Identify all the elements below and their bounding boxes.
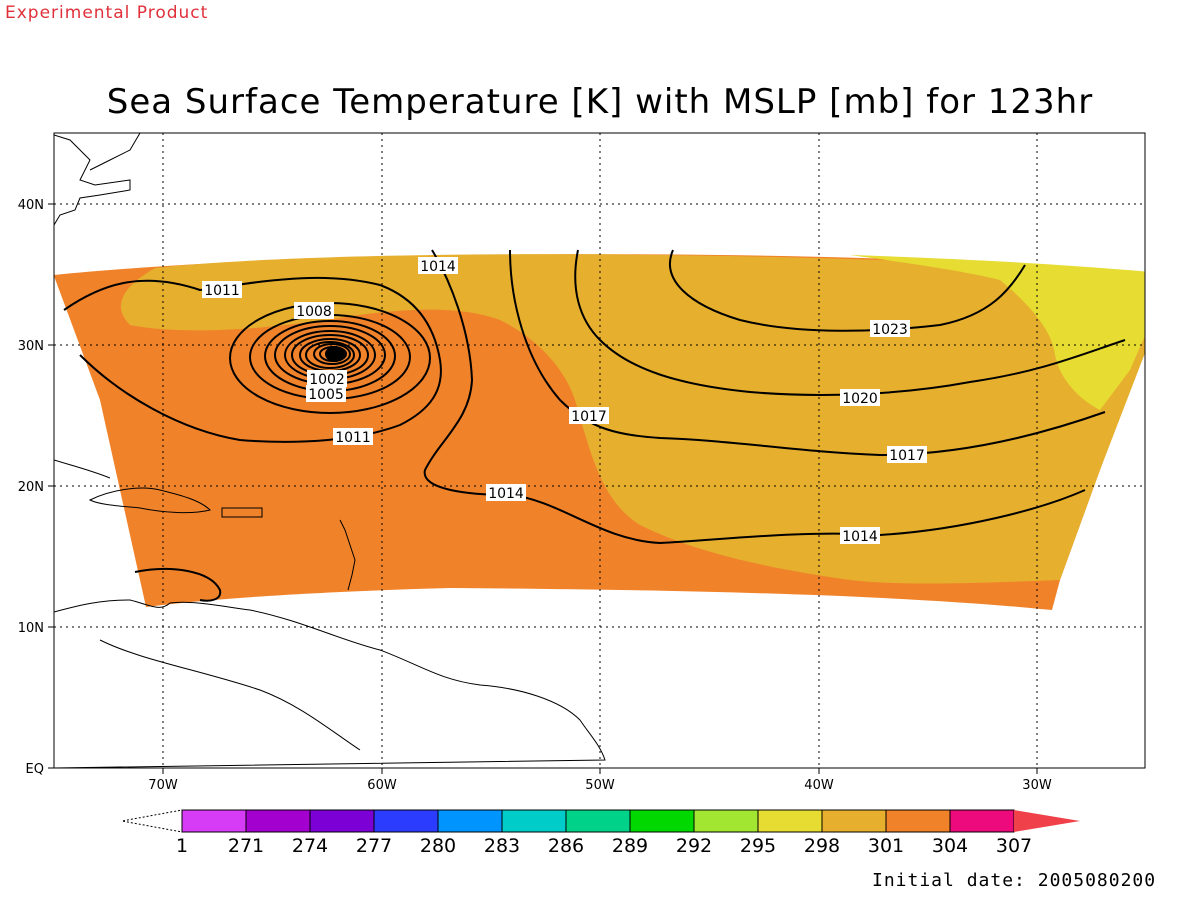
isobar-label: 1020 — [840, 389, 880, 407]
coastline-new-england — [89, 133, 141, 171]
colorbar — [121, 809, 1080, 833]
lon-tick-label: 40W — [804, 778, 834, 793]
lat-tick-label: 20N — [18, 480, 44, 495]
lon-tick-label: 60W — [367, 778, 397, 793]
colorbar-tick-label: 280 — [420, 835, 456, 857]
coastline-cuba — [54, 459, 111, 479]
colorbar-swatch — [821, 809, 887, 833]
coastline-puerto-rico — [221, 507, 263, 518]
initial-date: Initial date: 2005080200 — [872, 870, 1156, 891]
coastline-north-america — [54, 134, 131, 226]
svg-text:1014: 1014 — [488, 486, 524, 502]
isobar-label-low: 1002 — [307, 370, 347, 388]
lon-tick-label: 30W — [1022, 778, 1052, 793]
lat-tick-label: 30N — [18, 339, 44, 354]
colorbar-swatch — [885, 809, 951, 833]
lat-tick-label: 10N — [18, 621, 44, 636]
svg-text:1011: 1011 — [204, 283, 240, 299]
lat-tick-label: EQ — [26, 762, 44, 777]
isobar-label: 1017 — [887, 446, 927, 464]
colorbar-tick-label: 283 — [484, 835, 520, 857]
isobar-1014-southwest — [134, 568, 222, 602]
svg-text:1008: 1008 — [296, 304, 332, 320]
colorbar-swatch — [693, 809, 759, 833]
isobar-label: 1014 — [418, 257, 458, 275]
colorbar-tick-label: 289 — [612, 835, 648, 857]
colorbar-swatch — [501, 809, 567, 833]
colorbar-right-arrow — [1014, 810, 1080, 832]
initial-date-value: 2005080200 — [1037, 870, 1157, 891]
lat-tick-label: 40N — [18, 198, 44, 213]
svg-text:1023: 1023 — [872, 322, 908, 338]
colorbar-tick-label: 307 — [996, 835, 1032, 857]
colorbar-swatch — [373, 809, 439, 833]
isobar-1017 — [509, 249, 1106, 457]
isobar-1014 — [423, 249, 1086, 545]
coastlines — [54, 133, 606, 768]
svg-text:1020: 1020 — [842, 391, 878, 407]
colorbar-left-arrow — [121, 809, 183, 833]
colorbar-swatch — [757, 809, 823, 833]
svg-text:1014: 1014 — [842, 529, 878, 545]
colorbar-tick-label: 295 — [740, 835, 776, 857]
coastline-venezuela-inland — [99, 639, 361, 751]
coastline-south-america — [54, 599, 606, 768]
colorbar-tick-label: 277 — [356, 835, 392, 857]
isobar-label: 1008 — [294, 302, 334, 320]
initial-date-label: Initial date: — [872, 870, 1026, 891]
colorbar-tick-label: 286 — [548, 835, 584, 857]
colorbar-tick-label: 271 — [228, 835, 264, 857]
colorbar-swatch — [309, 809, 375, 833]
svg-text:1017: 1017 — [889, 448, 925, 464]
colorbar-tick-label: 274 — [292, 835, 328, 857]
axis-ticks — [48, 203, 1038, 774]
isobar-label: 1014 — [840, 527, 880, 545]
coastline-hispaniola — [88, 487, 211, 514]
colorbar-swatch — [565, 809, 631, 833]
svg-text:1011: 1011 — [335, 430, 371, 446]
map-plot-area: 1011 1008 1014 1023 1005 1017 1020 1011 … — [54, 133, 1145, 768]
sst-region-cool — [850, 255, 1145, 410]
colorbar-tick-labels: 1 271 274 277 280 283 286 289 292 295 298 301 304 307 — [176, 835, 1032, 857]
colorbar-swatch — [629, 809, 695, 833]
svg-text:1017: 1017 — [571, 409, 607, 425]
svg-text:1002: 1002 — [309, 372, 345, 388]
isobar-label: 1023 — [870, 320, 910, 338]
lon-tick-label: 50W — [585, 778, 615, 793]
svg-text:1005: 1005 — [308, 387, 344, 403]
colorbar-tick-label: 301 — [868, 835, 904, 857]
isobar-1020 — [574, 249, 1126, 396]
isobar-label: 1005 — [306, 385, 346, 403]
low-pressure-center — [325, 346, 345, 362]
isobar-1011-north — [63, 276, 442, 443]
lat-tick-labels: EQ 10N 20N 30N 40N — [18, 198, 44, 777]
colorbar-tick-label: 298 — [804, 835, 840, 857]
isobar-labels: 1011 1008 1014 1023 1005 1017 1020 1011 … — [202, 257, 927, 545]
lon-tick-labels: 70W 60W 50W 40W 30W — [148, 778, 1052, 793]
isobar-label: 1017 — [569, 407, 609, 425]
colorbar-tick-label: 304 — [932, 835, 968, 857]
chart-title: Sea Surface Temperature [K] with MSLP [m… — [106, 82, 1094, 122]
coastline-lesser-antilles — [339, 519, 356, 591]
colorbar-swatch — [949, 809, 1015, 833]
isobar-label: 1014 — [486, 484, 526, 502]
experimental-product-tag: Experimental Product — [5, 3, 209, 23]
colorbar-tick-label: 1 — [176, 835, 188, 857]
colorbar-tick-label: 292 — [676, 835, 712, 857]
gridlines — [54, 133, 1145, 768]
colorbar-swatch — [181, 809, 247, 833]
isobar-label: 1011 — [333, 428, 373, 446]
isobar-label: 1011 — [202, 281, 242, 299]
lon-tick-label: 70W — [148, 778, 178, 793]
svg-text:1014: 1014 — [420, 259, 456, 275]
isobar-1023 — [668, 249, 1026, 332]
colorbar-swatch — [437, 809, 503, 833]
colorbar-swatch — [245, 809, 311, 833]
